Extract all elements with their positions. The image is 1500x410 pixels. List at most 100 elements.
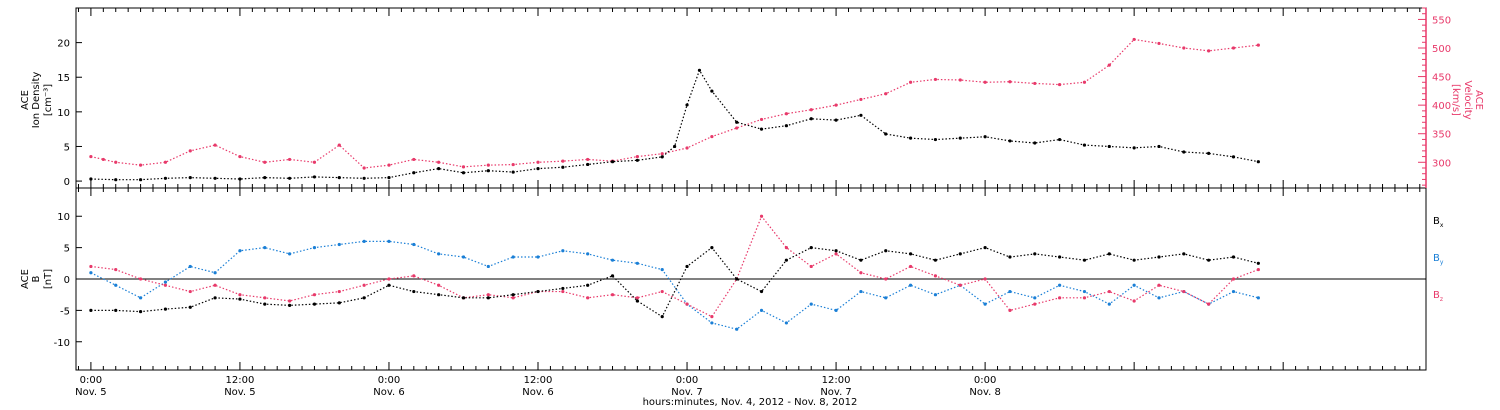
velocity-point — [1107, 63, 1111, 67]
by-point — [635, 261, 639, 265]
bx-point — [610, 274, 615, 278]
bottom-left-ylabel-line3: [nT] — [43, 269, 54, 289]
ion-density-point — [511, 170, 515, 174]
bz-point — [908, 264, 913, 269]
top-right-ytick-label: 450 — [1432, 73, 1451, 84]
bottom-left-ylabel-line2: B — [31, 275, 42, 282]
velocity-point — [138, 163, 143, 167]
bz-point — [1182, 289, 1186, 294]
bz-point — [138, 277, 143, 281]
velocity-point — [908, 80, 913, 84]
bz-point — [834, 252, 838, 256]
bz-point — [486, 293, 490, 297]
bz-point — [1256, 267, 1260, 272]
bz-point — [1207, 302, 1211, 306]
ion-density-point — [1033, 141, 1037, 145]
velocity-point — [486, 163, 490, 167]
ion-density-point — [536, 167, 540, 171]
by-point — [114, 283, 118, 287]
bx-point — [511, 293, 515, 297]
ion-density-point — [834, 118, 838, 122]
bz-point — [884, 277, 888, 281]
x-tick-date: Nov. 5 — [224, 387, 255, 398]
by-point — [1033, 296, 1037, 300]
ion-density-point — [735, 120, 739, 124]
bx-point — [1058, 255, 1062, 259]
bx-point — [983, 246, 987, 250]
bx-point — [884, 249, 888, 253]
bz-point — [809, 264, 813, 269]
bottom-ytick-label: -10 — [54, 338, 70, 349]
ion-density-point — [437, 167, 441, 171]
ion-density-point — [809, 117, 813, 121]
velocity-point — [288, 157, 292, 162]
bottom-left-axis: -10 -5 0 5 10 — [54, 212, 82, 349]
x-tick-time: 0:00 — [80, 375, 102, 386]
velocity-point — [1182, 46, 1186, 50]
bottom-ytick-label: 5 — [64, 244, 70, 255]
ion-density-point — [1107, 144, 1111, 149]
by-point — [1058, 283, 1062, 287]
bx-point — [586, 283, 590, 287]
ion-density-point — [1132, 146, 1136, 150]
velocity-point — [163, 160, 168, 164]
bz-point — [337, 289, 341, 294]
by-point — [561, 249, 565, 253]
bx-point — [1207, 258, 1211, 262]
x-tick-date: Nov. 6 — [373, 387, 404, 398]
ion-density-point — [114, 178, 118, 182]
bx-point — [337, 301, 341, 305]
velocity-point — [536, 160, 540, 164]
velocity-point — [958, 78, 962, 82]
bz-point — [387, 277, 391, 281]
x-tick-time: 0:00 — [676, 375, 698, 386]
by-point — [908, 283, 913, 287]
top-left-ylabel: ACE Ion Density [cm⁻³] — [20, 72, 54, 129]
by-trace — [90, 240, 1259, 330]
ion-density-point — [983, 135, 987, 139]
ion-density-point — [263, 176, 267, 180]
by-point — [238, 249, 242, 253]
bx-point — [1008, 255, 1012, 259]
by-point — [163, 280, 168, 284]
by-point — [660, 267, 664, 272]
top-right-ytick-label: 300 — [1432, 158, 1451, 169]
bz-point — [933, 274, 938, 278]
velocity-point — [635, 154, 639, 159]
bz-point — [288, 299, 292, 303]
velocity-point — [89, 154, 93, 159]
bottom-ytick-label: 10 — [57, 212, 70, 223]
x-tick-time: 0:00 — [974, 375, 996, 386]
bottom-left-ylabel-line1: ACE — [20, 269, 31, 289]
by-point — [437, 252, 441, 256]
velocity-point — [1157, 41, 1161, 46]
top-right-ytick-label: 400 — [1432, 101, 1451, 112]
bz-point — [958, 283, 962, 287]
bx-point — [461, 296, 466, 300]
bz-point — [511, 296, 515, 300]
velocity-point — [1256, 43, 1260, 47]
bx-point — [1231, 255, 1236, 259]
bz-point — [660, 289, 664, 294]
bx-trace — [90, 246, 1259, 318]
top-panel-data — [89, 37, 1260, 182]
by-point — [1132, 283, 1136, 287]
bz-point — [263, 296, 267, 300]
bz-point — [188, 289, 192, 294]
by-point — [884, 296, 888, 300]
ion-density-point — [884, 132, 888, 136]
ion-density-point — [312, 175, 317, 179]
by-point — [138, 296, 143, 300]
ion-density-point — [362, 176, 366, 180]
velocity-point — [461, 165, 466, 169]
top-right-ylabel: ACE Velocity [km/s] — [1450, 80, 1484, 119]
velocity-point — [114, 160, 118, 164]
velocity-point — [586, 157, 590, 162]
ion-density-point — [89, 177, 93, 181]
ion-density-point — [461, 171, 466, 175]
velocity-point — [1207, 49, 1211, 53]
by-point — [89, 271, 93, 275]
bx-point — [1132, 258, 1136, 262]
bz-point — [437, 283, 441, 287]
bx-point — [387, 283, 391, 287]
